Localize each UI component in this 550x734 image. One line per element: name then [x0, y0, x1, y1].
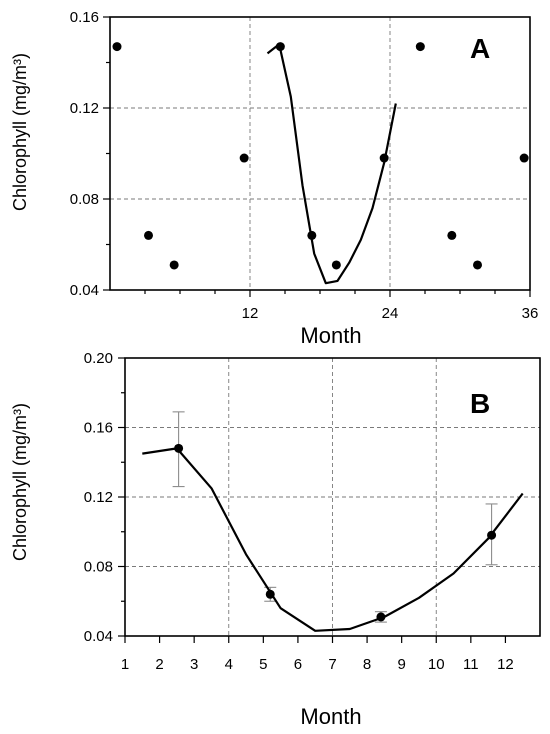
- panel-b-tick-labels: 1 2 3 4 5 6 7 8 9 10 11 120.040.080.120.160.20: [84, 350, 514, 673]
- panel-b-x-tick-label: 5: [259, 656, 267, 673]
- panel-b-y-tick-label: 0.04: [84, 628, 113, 645]
- panel-b-data-point: [174, 443, 184, 453]
- panel-a-frame: [109, 16, 531, 291]
- panel-b-x-axis-title: Month: [300, 704, 361, 729]
- panel-b-error-bars: [172, 411, 498, 623]
- panel-b-x-tick-label: 8: [363, 656, 371, 673]
- panel-b-seasonal-curve: [142, 447, 524, 632]
- panel-a-data-point: [415, 42, 425, 52]
- panel-b-x-tick-label: 7: [328, 656, 336, 673]
- panel-a-x-axis-title: Month: [300, 323, 361, 348]
- panel-b-y-tick-label: 0.20: [84, 350, 113, 367]
- panel-a-y-tick-label: 0.16: [70, 9, 99, 26]
- panel-b-chart: 1 2 3 4 5 6 7 8 9 10 11 120.040.080.120.160.20 B Ch…: [10, 350, 541, 729]
- panel-b-x-tick-label: 6: [294, 656, 302, 673]
- panel-a-label: A: [470, 33, 490, 64]
- panel-b-x-tick-label: 1: [121, 656, 129, 673]
- panel-a-data-point: [239, 153, 249, 163]
- panel-a-points: [112, 42, 529, 270]
- panel-b-data-point: [265, 589, 275, 599]
- panel-b-x-tick-label: 4: [225, 656, 233, 673]
- panel-b-x-tick-label: 2: [155, 656, 163, 673]
- panel-a-y-tick-label: 0.12: [70, 100, 99, 117]
- panel-a-grid: [110, 17, 530, 290]
- panel-b-x-tick-label: 11: [463, 656, 479, 673]
- panel-a-x-tick-label: 12: [242, 305, 259, 322]
- panel-a-x-tick-label: 36: [522, 305, 539, 322]
- panel-a-x-tick-label: 24: [382, 305, 399, 322]
- panel-b-data-point: [487, 530, 497, 540]
- panel-a-data-point: [112, 42, 122, 52]
- panel-b-y-tick-label: 0.12: [84, 489, 113, 506]
- panel-b-points: [174, 443, 497, 622]
- panel-b-y-axis-title: Chlorophyll (mg/m³): [10, 403, 30, 561]
- panel-a-data-point: [519, 153, 529, 163]
- panel-a-data-point: [331, 260, 341, 270]
- panel-a-chart: 12 24 36 0.04 0.08 0.12 0.16 A Chlorophyll (mg…: [10, 9, 538, 348]
- panel-b-x-tick-label: 9: [397, 656, 405, 673]
- panel-a-data-point: [307, 230, 317, 240]
- panel-a-y-axis-title: Chlorophyll (mg/m³): [10, 53, 30, 211]
- panel-b-ticks: [118, 357, 507, 643]
- panel-b-y-tick-label: 0.16: [84, 420, 113, 437]
- panel-b-label: B: [470, 388, 490, 419]
- panel-a-y-tick-label: 0.08: [70, 191, 99, 208]
- panel-a-ticks: [103, 16, 531, 297]
- panel-b-x-tick-label: 12: [497, 656, 514, 673]
- panel-a-data-point: [169, 260, 179, 270]
- panel-a-y-tick-label: 0.04: [70, 282, 99, 299]
- panel-a-seasonal-curve: [266, 43, 397, 285]
- panel-a-data-point: [379, 153, 389, 163]
- panel-b-x-tick-label: 3: [190, 656, 198, 673]
- panel-a-data-point: [275, 42, 285, 52]
- panel-b-data-point: [376, 612, 386, 622]
- panel-b-y-tick-label: 0.08: [84, 559, 113, 576]
- panel-a-data-point: [447, 230, 457, 240]
- panel-b-x-tick-label: 10: [428, 656, 445, 673]
- panel-a-data-point: [473, 260, 482, 270]
- panel-a-tick-labels: 12 24 36 0.04 0.08 0.12 0.16: [70, 9, 539, 322]
- panel-a-data-point: [144, 230, 153, 240]
